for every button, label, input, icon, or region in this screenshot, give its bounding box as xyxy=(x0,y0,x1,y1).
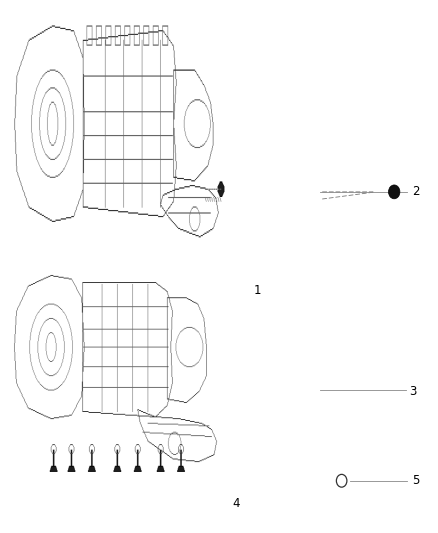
Text: 5: 5 xyxy=(412,474,419,487)
Circle shape xyxy=(389,185,400,199)
Text: 1: 1 xyxy=(254,284,261,297)
Text: 3: 3 xyxy=(410,385,417,398)
Text: 4: 4 xyxy=(233,497,240,510)
Text: 2: 2 xyxy=(412,185,419,198)
